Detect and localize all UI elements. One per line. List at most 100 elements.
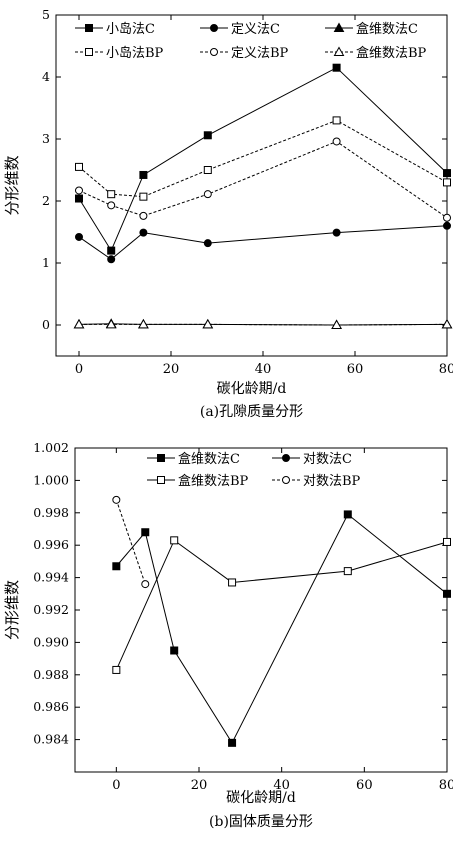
x-axis-label: 碳化龄期/d [226,790,296,806]
chart-caption: (b)固体质量分形 [209,814,313,830]
x-tick-label: 80 [439,778,453,793]
legend-label: 小岛法BP [106,45,164,61]
series-line [115,499,146,585]
series-line [78,140,448,219]
legend-marker [157,476,165,484]
data-point [107,255,116,264]
y-tick-label: 0.984 [33,732,69,747]
data-point [203,166,212,174]
data-point [443,537,451,546]
data-point [441,318,453,329]
legend-marker [282,476,290,484]
data-point [170,646,179,655]
series-line [79,323,448,326]
data-point [112,665,121,674]
y-tick-label: 0 [42,317,50,332]
plot-frame [55,14,448,357]
legend-marker [85,24,93,32]
data-point [107,190,116,199]
data-point [443,213,451,222]
x-tick-label: 40 [255,362,272,377]
y-tick-label: 0.986 [33,699,69,714]
y-tick-label: 0.998 [33,505,69,520]
y-tick-label: 5 [42,7,50,22]
x-tick-label: 80 [439,362,453,377]
data-point [332,116,341,125]
legend-label: 盒维数法C [178,451,240,467]
legend-marker [333,46,345,56]
data-point [228,738,237,747]
legend-marker [210,48,218,56]
data-point [107,246,116,255]
legend-label: 盒维数法BP [178,473,249,489]
data-point [112,562,121,571]
data-point [202,318,214,329]
legend-label: 盒维数法BP [356,45,427,61]
legend-label: 对数法BP [303,474,361,489]
legend-marker [282,454,290,462]
x-tick-label: 60 [347,362,364,377]
data-point [139,192,148,201]
data-point [443,589,451,598]
legend-label: 盒维数法C [356,21,418,37]
data-point [443,178,451,187]
legend-marker [85,48,93,56]
y-tick-label: 1.002 [33,440,69,455]
data-point [112,495,121,504]
data-point [332,63,341,72]
x-tick-label: 60 [356,778,373,793]
y-tick-label: 0.990 [33,634,69,649]
data-point [139,170,148,179]
data-point [73,318,85,329]
y-tick-label: 0.992 [33,602,69,617]
chart-pore-mass-fractal: 0 20 40 60 80 0 1 2 3 4 5 碳化龄期/d 分形维数 (a)孔隙质量分形 小岛法C 定义… [3,7,453,420]
legend-marker [333,22,345,32]
chart-caption: (a)孔隙质量分形 [200,404,303,420]
data-point [139,211,148,220]
data-point [443,221,451,230]
y-tick-label: 1 [42,255,50,270]
data-point [331,319,342,329]
series-line [78,119,448,198]
data-point [343,567,352,576]
legend-marker [210,24,218,32]
data-point [170,536,179,545]
x-axis-label: 碳化龄期/d [217,381,287,397]
data-point [141,528,150,537]
x-tick-label: 20 [163,362,180,377]
data-point [343,510,352,519]
x-tick-label: 0 [75,362,83,377]
data-point [138,318,149,329]
series-line [115,513,448,744]
y-tick-label: 1.000 [33,472,69,487]
x-tick-label: 40 [273,778,290,793]
data-point [203,190,212,199]
plot-frame [74,447,448,773]
y-axis-label: 分形维数 [3,155,21,215]
y-tick-label: 4 [42,69,50,84]
data-point [105,318,117,329]
y-tick-label: 0.996 [33,537,69,552]
x-tick-label: 20 [191,778,208,793]
data-point [332,137,341,146]
data-point [139,228,148,237]
data-point [75,162,83,171]
data-point [141,580,150,589]
series-line [115,539,448,671]
y-axis-label: 分形维数 [3,580,21,640]
y-tick-label: 2 [42,193,50,208]
data-point [443,169,451,178]
data-point [332,228,341,237]
series-line [78,225,448,260]
data-point [75,194,83,203]
legend-label: 对数法C [303,452,352,467]
y-tick-label: 0.994 [33,570,69,585]
series-line [78,67,448,252]
data-point [203,131,212,140]
y-tick-label: 0.988 [33,667,69,682]
legend-label: 小岛法C [106,21,155,37]
chart-solid-mass-fractal: 0 20 40 60 80 0.984 0.986 0.988 0.990 0.992 0.994 0… [3,440,453,830]
data-point [75,186,83,195]
